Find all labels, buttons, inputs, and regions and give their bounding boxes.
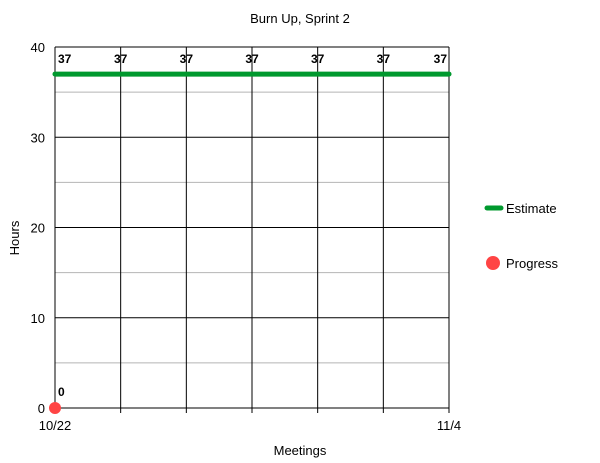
y-tick-label: 10 — [31, 311, 45, 326]
data-labels: 37 37 37 37 37 37 37 0 — [58, 52, 447, 399]
y-axis-title: Hours — [7, 220, 22, 255]
series — [49, 71, 452, 414]
x-tick-label: 11/4 — [437, 418, 461, 433]
y-tick-label: 30 — [31, 130, 45, 145]
legend-label: Estimate — [506, 201, 557, 216]
legend: Estimate Progress — [484, 201, 559, 271]
chart-title: Burn Up, Sprint 2 — [250, 11, 350, 26]
legend-label: Progress — [506, 256, 559, 271]
x-tick-label: 10/22 — [39, 418, 72, 433]
estimate-data-label: 37 — [114, 52, 128, 66]
x-axis-title: Meetings — [274, 443, 327, 458]
legend-progress-swatch — [486, 256, 500, 270]
grid — [54, 46, 450, 408]
estimate-data-label: 37 — [377, 52, 391, 66]
y-tick-label: 20 — [31, 221, 45, 236]
estimate-data-label: 37 — [434, 52, 448, 66]
estimate-data-label: 37 — [180, 52, 194, 66]
axes: 0 10 20 30 40 10/22 11/4 — [31, 40, 462, 433]
y-tick-label: 40 — [31, 40, 45, 55]
progress-data-label: 0 — [58, 385, 65, 399]
estimate-data-label: 37 — [311, 52, 325, 66]
estimate-data-label: 37 — [58, 52, 72, 66]
progress-point — [49, 402, 61, 414]
estimate-data-label: 37 — [245, 52, 259, 66]
y-tick-label: 0 — [38, 401, 45, 416]
